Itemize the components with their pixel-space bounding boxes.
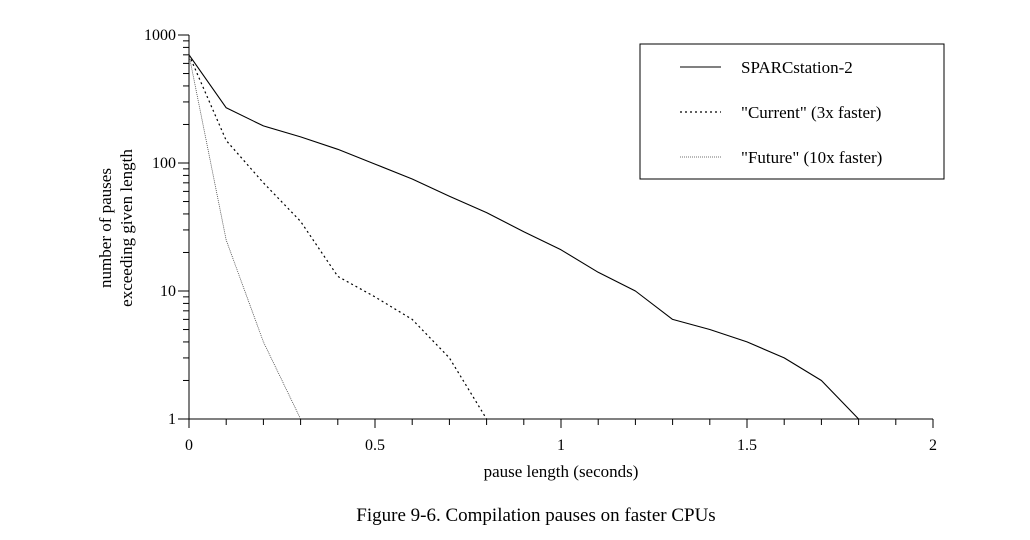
y-tick-label: 100 [152,155,176,172]
x-tick-label: 2 [929,437,937,454]
x-tick-label: 0.5 [365,437,385,454]
y-axis-label-line-1: number of pauses [96,168,115,288]
y-tick-label: 1 [168,411,176,428]
y-axis-label-line-2: exceeding given length [117,149,136,307]
y-tick-label: 10 [160,283,176,300]
legend-label-sparcstation-2: SPARCstation-2 [741,58,853,77]
series-line-sparcstation-2 [188,54,859,420]
legend-label-current: "Current" (3x faster) [741,103,881,122]
x-tick-label: 1.5 [737,437,757,454]
series-layer [188,54,859,420]
axes: 0 0.5 1 1.5 2 1 10 100 1000 [144,27,937,454]
figure-caption: Figure 9-6. Compilation pauses on faster… [356,505,715,526]
series-line-current [188,54,488,420]
x-tick-label: 1 [557,437,565,454]
y-tick-label: 1000 [144,27,176,44]
series-line-future [188,54,301,420]
legend-label-future: "Future" (10x faster) [741,148,882,167]
legend: SPARCstation-2 "Current" (3x faster) "Fu… [639,43,945,180]
x-tick-label: 0 [185,437,193,454]
x-axis-label: pause length (seconds) [484,462,639,481]
